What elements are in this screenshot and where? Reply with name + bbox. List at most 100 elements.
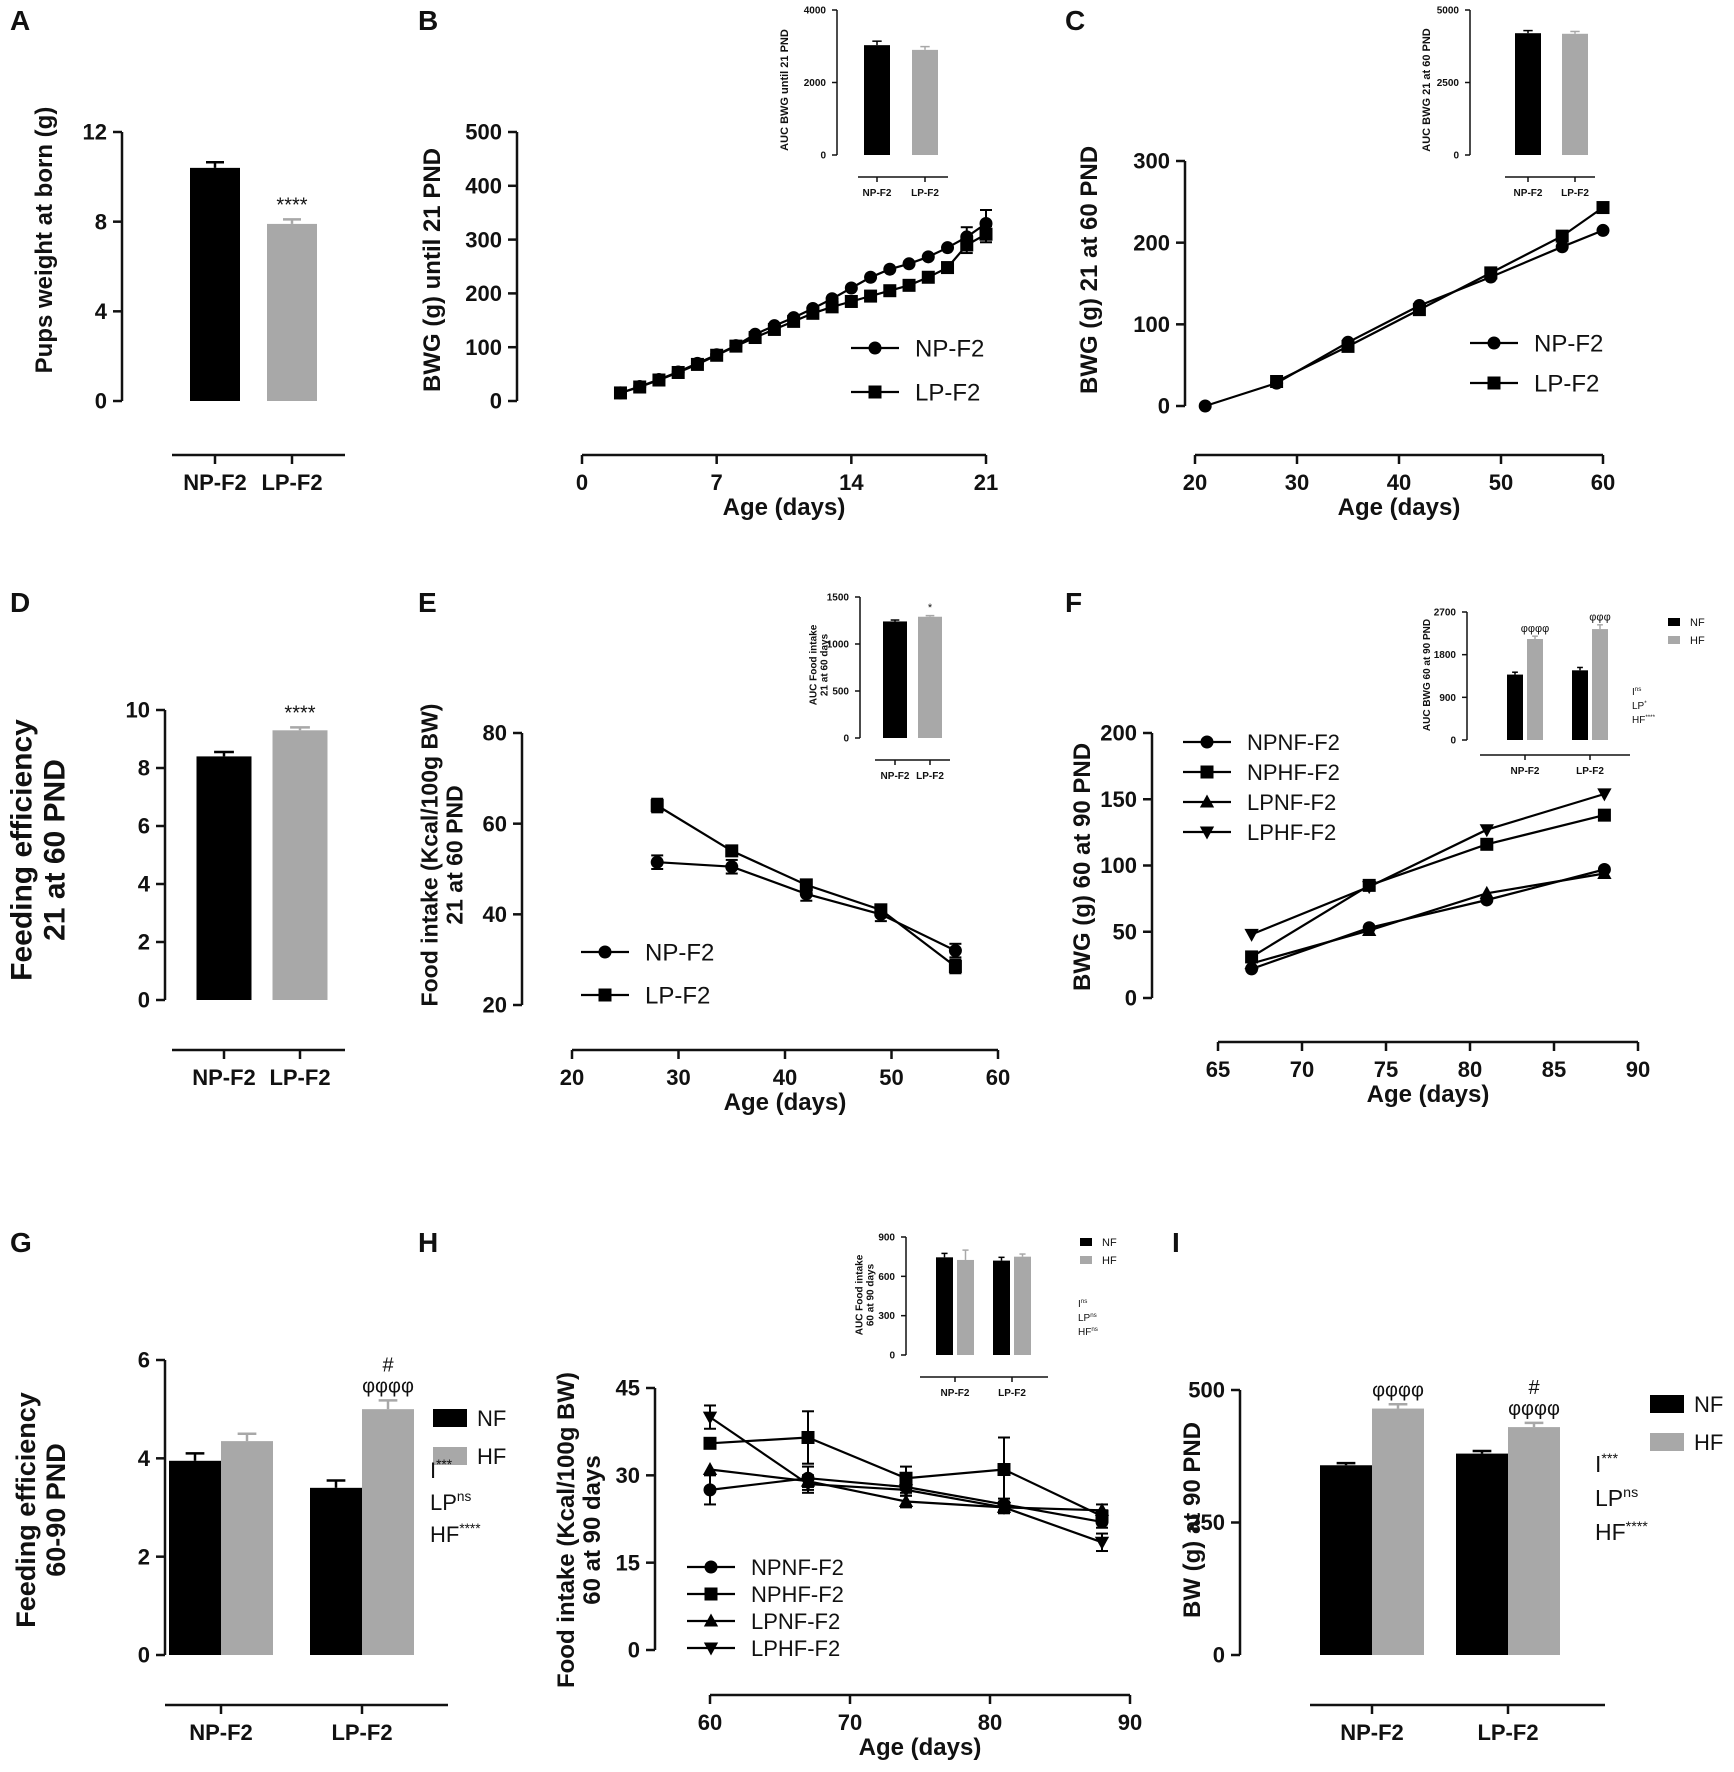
panel-g-bar <box>221 1441 273 1655</box>
panel-h-inset-stat-label: HF <box>1078 1327 1091 1338</box>
panel-d-y-label-group: Feeding efficiency21 at 60 PND <box>6 719 72 981</box>
panel-i-bar <box>1508 1427 1560 1655</box>
panel-d-y-label-line: 21 at 60 PND <box>39 759 72 941</box>
panel-h-legend-marker <box>703 1642 719 1656</box>
panel-c-point <box>1198 399 1212 413</box>
panel-i: IBW (g) at 90 PND0250500NP-F2φφφφLP-F2#φ… <box>1172 1227 1723 1745</box>
panel-c: C BWG (g) 21 at 60 PND 0 100 200 300 20 30 40 50 6… <box>1065 5 1615 521</box>
panel-c-point <box>1341 339 1355 353</box>
panel-h-point <box>898 1494 914 1508</box>
panel-g-y-tick-label: 0 <box>138 1643 150 1668</box>
panel-b-point <box>902 257 916 271</box>
panel-b-point <box>767 322 781 336</box>
panel-f-inset-legend-swatch <box>1668 618 1680 626</box>
panel-b-point <box>864 289 878 303</box>
panel-e-x-tick-label: 30 <box>666 1065 690 1090</box>
panel-h-y-label-group: Food intake (Kcal/100g BW)60 at 90 days <box>553 1372 606 1688</box>
panel-h-y-tick-label: 0 <box>628 1638 640 1663</box>
panel-h-point <box>703 1436 717 1450</box>
panel-b-x-label: Age (days) <box>723 494 846 521</box>
panel-h-point <box>801 1430 815 1444</box>
panel-c-legend-label: LP-F2 <box>1534 371 1599 398</box>
panel-f-inset-category-label: LP-F2 <box>1576 766 1604 777</box>
panel-h-legend-label: LPNF-F2 <box>751 1609 840 1634</box>
panel-c-x-tick-label: 60 <box>1591 470 1615 495</box>
panel-h-inset-y-label: AUC Food intake60 at 90 days <box>855 1254 877 1335</box>
panel-h-inset-legend-swatch <box>1080 1256 1092 1264</box>
panel-e-y-tick-label: 60 <box>483 811 507 836</box>
panel-i-annotation: φφφφ <box>1372 1379 1424 1401</box>
panel-b-y-label-group: BWG (g) until 21 PND <box>419 148 446 392</box>
panel-g-y-label-line: 60-90 PND <box>41 1443 71 1577</box>
panel-f-inset-stat-sup: * <box>1644 700 1647 707</box>
panel-d-y-label-line: Feeding efficiency <box>6 719 39 981</box>
panel-h-inset-y-tick-label: 0 <box>889 1351 895 1362</box>
panel-h-point <box>702 1411 718 1425</box>
panel-h-inset-y-label-line: 60 at 90 days <box>866 1263 877 1326</box>
panel-h-letter: H <box>418 1227 438 1258</box>
panel-h-x-tick-label: 70 <box>838 1710 862 1735</box>
panel-b-point <box>710 348 724 362</box>
panel-c-point <box>1555 240 1569 254</box>
panel-h-x-tick-label: 90 <box>1118 1710 1142 1735</box>
panel-h-inset-bar <box>1014 1256 1031 1355</box>
panel-g-legend-label: HF <box>477 1444 506 1469</box>
panel-h-inset-y-tick-label: 900 <box>878 1233 895 1244</box>
panel-e-point <box>650 855 664 869</box>
panel-e-x-label: Age (days) <box>724 1089 847 1116</box>
panel-f-inset-stat-label: HF <box>1632 715 1645 726</box>
panel-c-y-tick-label: 200 <box>1133 230 1170 255</box>
panel-b-letter: B <box>418 5 438 36</box>
panel-h-y-tick-label: 30 <box>616 1463 640 1488</box>
panel-f-legend-marker <box>1200 735 1214 749</box>
panel-e-inset-y-tick-label: 1500 <box>827 593 850 604</box>
panel-h-y-label: Food intake (Kcal/100g BW)60 at 90 days <box>553 1372 606 1688</box>
panel-g-y-label-group: Feeding efficiency60-90 PND <box>11 1392 71 1628</box>
panel-g-bar <box>169 1460 221 1655</box>
panel-f-legend-marker <box>1199 826 1215 840</box>
panel-g-stat: I*** <box>430 1457 453 1483</box>
panel-i-stat-label: HF <box>1595 1519 1626 1545</box>
panel-f-legend-label: NPNF-F2 <box>1247 730 1340 755</box>
panel-c-series-line-1 <box>1276 206 1604 383</box>
panel-e-point <box>948 944 962 958</box>
panel-f-inset-annotation: φφφφ <box>1521 623 1550 635</box>
panel-b-x-tick-label: 21 <box>974 470 998 495</box>
panel-i-bar <box>1456 1453 1508 1655</box>
panel-h-x-tick-label: 60 <box>698 1710 722 1735</box>
panel-h-point <box>1094 1502 1110 1516</box>
panel-h-inset-legend-label: HF <box>1102 1255 1117 1267</box>
panel-h-inset-y-label-line: AUC Food intake <box>855 1254 866 1335</box>
panel-f-series-line-0 <box>1251 868 1605 970</box>
panel-a: A Pups weight at born (g) 0 4 8 12 NP-F2 LP-F2 *… <box>10 5 345 495</box>
panel-h-y-tick-label: 45 <box>616 1376 640 1401</box>
panel-h-point <box>702 1462 718 1476</box>
panel-e-inset-y-tick-label: 0 <box>843 734 849 745</box>
panel-f-series-line-1 <box>1251 814 1605 958</box>
panel-f-inset-stat-label: I <box>1632 687 1635 698</box>
panel-i-bar <box>1320 1465 1372 1655</box>
panel-e-x-tick-label: 20 <box>560 1065 584 1090</box>
panel-i-y-label-group: BW (g) at 90 PND <box>1179 1422 1206 1618</box>
panel-b-x-tick-label: 14 <box>839 470 864 495</box>
panel-f-legend-marker <box>1199 794 1215 808</box>
panel-e-y-tick-label: 20 <box>483 993 507 1018</box>
panel-e-inset-annotation: * <box>928 602 933 614</box>
panel-e-point <box>799 878 813 892</box>
panel-b-legend-label: NP-F2 <box>915 336 984 363</box>
panel-g-stat: LPns <box>430 1489 471 1515</box>
panel-f-legend-label: LPHF-F2 <box>1247 820 1336 845</box>
panel-b-point <box>844 281 858 295</box>
panel-h-point <box>898 1484 914 1498</box>
panel-h-legend-marker <box>704 1560 718 1574</box>
panel-d-annotation: **** <box>284 702 315 724</box>
panel-e-inset-bar <box>918 616 942 738</box>
panel-d-y-tick-label: 4 <box>138 872 151 897</box>
panel-h-y-label-line: 60 at 90 days <box>579 1455 606 1604</box>
panel-h-inset-category-label: NP-F2 <box>941 1388 970 1399</box>
panel-b-inset-bar <box>864 45 890 155</box>
panel-e-point <box>948 959 962 973</box>
panel-b-x-tick-label: 0 <box>576 470 588 495</box>
panel-h-inset-stat: Ins <box>1078 1298 1087 1310</box>
